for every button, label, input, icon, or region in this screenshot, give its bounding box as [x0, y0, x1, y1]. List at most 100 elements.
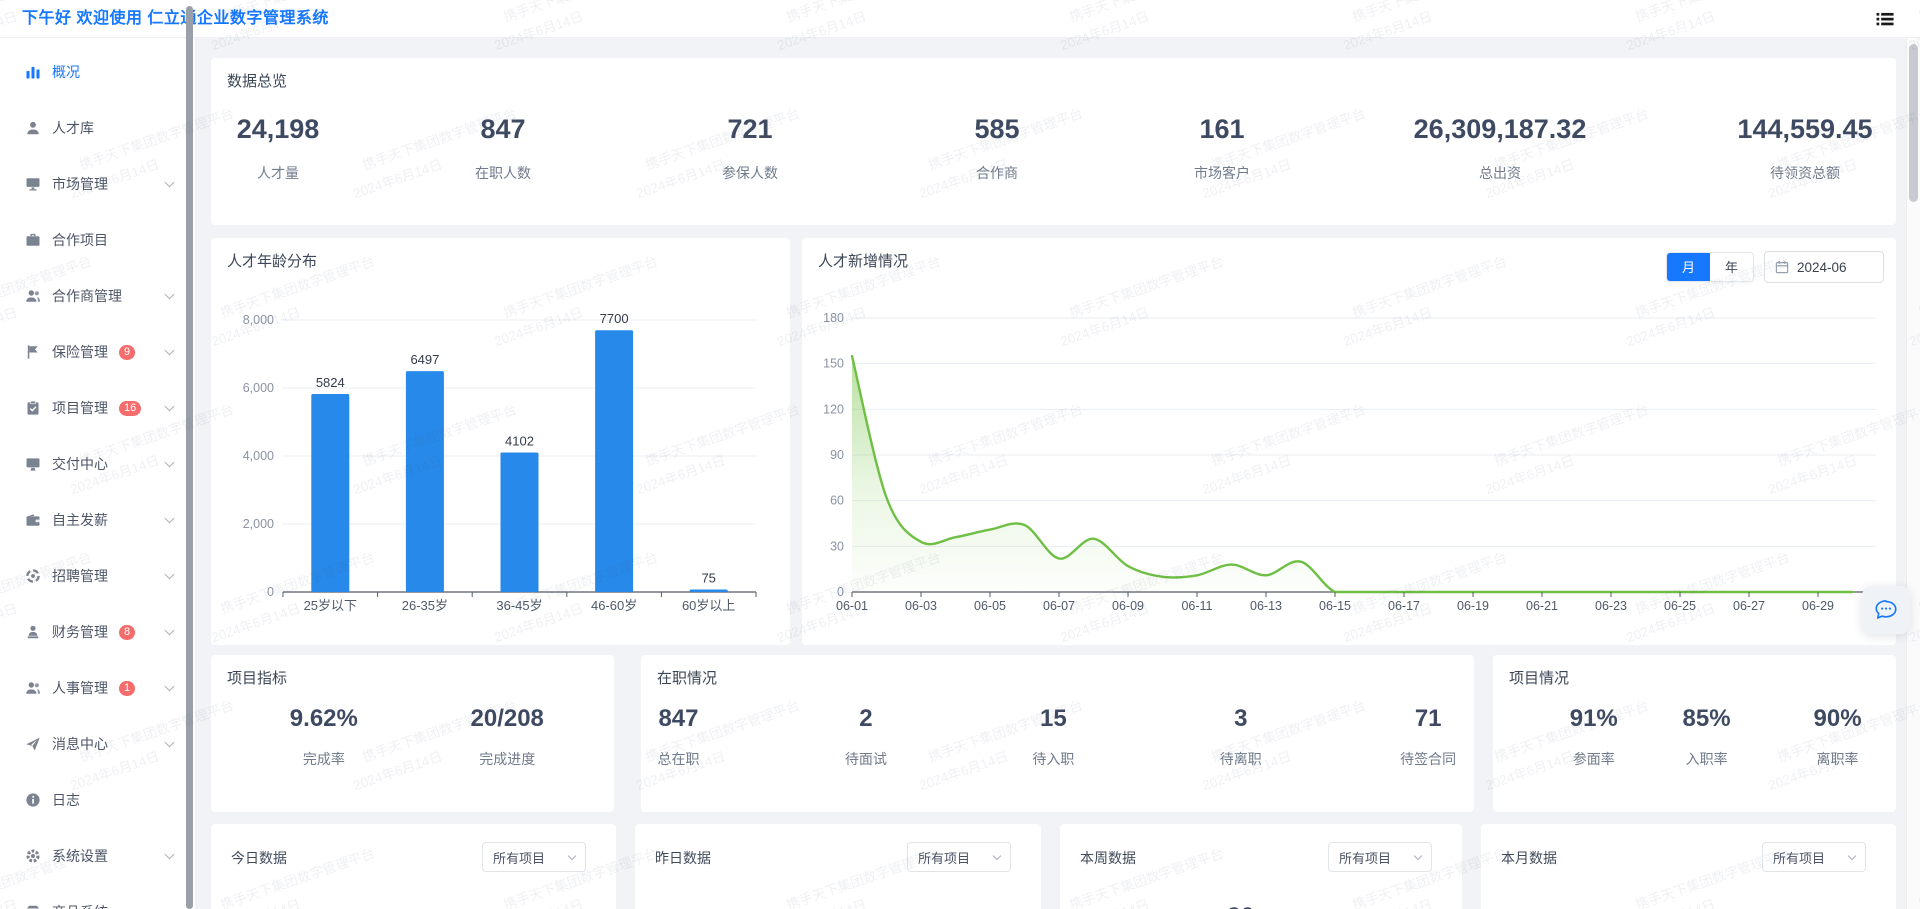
wallet-icon: [25, 512, 41, 528]
overview-stat: 161 市场客户: [1194, 114, 1250, 183]
sidebar-item-5[interactable]: 保险管理 9: [0, 324, 195, 380]
sidebar-item-2[interactable]: 市场管理: [0, 156, 195, 212]
info-icon: [25, 792, 41, 808]
stat-value: 91%: [1569, 705, 1618, 732]
chevron-down-icon: [164, 345, 175, 356]
project-filter-select[interactable]: 所有项目: [1328, 842, 1432, 872]
project-filter-select[interactable]: 所有项目: [482, 842, 586, 872]
chat-widget-button[interactable]: [1862, 586, 1910, 634]
overview-stat: 585 合作商: [974, 114, 1019, 183]
sidebar-item-13[interactable]: 日志: [0, 772, 195, 828]
svg-text:06-05: 06-05: [974, 599, 1006, 613]
sidebar-item-10[interactable]: 财务管理 8: [0, 604, 195, 660]
toggle-month-button[interactable]: 月: [1667, 253, 1710, 281]
chevron-down-icon: [164, 457, 175, 468]
send-icon: [25, 736, 41, 752]
notification-badge: 1: [119, 680, 136, 696]
date-picker[interactable]: 2024-06: [1764, 251, 1884, 283]
box-icon: [25, 904, 41, 909]
chevron-down-icon: [164, 849, 175, 860]
stat-value: 20/208: [470, 705, 544, 732]
info-stat: 847 总在职: [657, 705, 699, 769]
sidebar-item-6[interactable]: 项目管理 16: [0, 380, 195, 436]
info-stat: 20/208 完成进度: [471, 705, 544, 769]
sidebar-item-9[interactable]: 招聘管理: [0, 548, 195, 604]
mini-card-title: 昨日数据: [655, 850, 711, 866]
user-icon: [25, 120, 41, 136]
stat-label: 入职率: [1685, 751, 1728, 767]
svg-text:60岁以上: 60岁以上: [682, 598, 735, 613]
overview-stat: 144,559.45 待领资总额: [1737, 114, 1872, 183]
stat-label: 完成率: [302, 751, 345, 767]
overview-stat: 847 在职人数: [475, 114, 531, 183]
stat-value: 847: [658, 705, 699, 732]
greeting-title: 下午好 欢迎使用 仁立通企业数字管理系统: [22, 10, 329, 27]
sidebar-item-label: 消息中心: [52, 736, 108, 752]
info-stat: 90% 离职率: [1814, 705, 1862, 769]
sidebar-item-label: 招聘管理: [52, 568, 108, 584]
sidebar-scrollbar-thumb[interactable]: [186, 6, 193, 909]
page-scrollbar-thumb[interactable]: [1909, 44, 1918, 202]
svg-text:06-07: 06-07: [1043, 599, 1075, 613]
svg-text:180: 180: [823, 311, 844, 325]
chevron-down-icon: [164, 737, 175, 748]
list-menu-icon[interactable]: [1876, 10, 1894, 28]
sidebar-item-11[interactable]: 人事管理 1: [0, 660, 195, 716]
new-talent-card: 人才新增情况 月 年 2024-06 0 30 60 90 120 150 180 06-01…: [802, 238, 1896, 645]
sidebar-item-8[interactable]: 自主发薪: [0, 492, 195, 548]
stat-label: 市场客户: [1194, 165, 1250, 181]
age-distribution-card: 人才年龄分布 0 2,000 4,000 6,000 8,000 5824 25岁以下 649…: [211, 238, 790, 645]
sidebar-item-14[interactable]: 系统设置: [0, 828, 195, 884]
svg-text:06-29: 06-29: [1802, 599, 1834, 613]
stat-value: 26,309,187.32: [1413, 114, 1587, 144]
chart-bar-icon: [25, 64, 41, 80]
sidebar-item-7[interactable]: 交付中心: [0, 436, 195, 492]
project-filter-select[interactable]: 所有项目: [907, 842, 1011, 872]
stat-value: 9.62%: [289, 705, 358, 732]
sidebar-item-label: 人才库: [52, 120, 94, 136]
stat-label: 总出资: [1478, 165, 1521, 181]
chevron-down-icon: [164, 569, 175, 580]
sidebar-item-15[interactable]: 商品系统: [0, 884, 195, 909]
finance-icon: [25, 624, 41, 640]
sidebar-item-label: 保险管理: [52, 344, 108, 360]
sidebar-item-label: 系统设置: [52, 848, 108, 864]
chevron-down-icon: [164, 177, 175, 188]
stat-label: 总在职: [657, 751, 700, 767]
svg-text:06-25: 06-25: [1664, 599, 1696, 613]
project-filter-select[interactable]: 所有项目: [1762, 842, 1866, 872]
sidebar-item-0[interactable]: 概况: [0, 44, 195, 100]
team-icon: [25, 680, 41, 696]
stat-label: 合作商: [976, 165, 1018, 181]
chevron-down-icon: [164, 681, 175, 692]
sidebar-item-1[interactable]: 人才库: [0, 100, 195, 156]
svg-text:5824: 5824: [316, 375, 345, 390]
svg-text:06-21: 06-21: [1526, 599, 1558, 613]
today-data-card: 今日数据 所有项目: [211, 824, 616, 909]
stat-value: 161: [1199, 114, 1245, 144]
sidebar-item-4[interactable]: 合作商管理: [0, 268, 195, 324]
this-week-data-card: 本周数据 所有项目 90: [1060, 824, 1462, 909]
overview-stat: 24,198 人才量: [237, 114, 320, 183]
svg-text:26-35岁: 26-35岁: [402, 598, 448, 613]
stat-label: 离职率: [1816, 751, 1859, 767]
notification-badge: 16: [119, 400, 142, 416]
overview-title: 数据总览: [227, 73, 288, 90]
svg-text:0: 0: [267, 585, 274, 599]
stat-value: 90%: [1813, 705, 1862, 732]
sidebar-item-label: 项目管理: [52, 400, 108, 416]
age-distribution-chart: 0 2,000 4,000 6,000 8,000 5824 25岁以下 6497 26-35岁…: [243, 311, 757, 613]
display-icon: [25, 456, 41, 472]
toggle-year-button[interactable]: 年: [1724, 260, 1738, 275]
this-month-data-card: 本月数据 所有项目: [1481, 824, 1896, 909]
chevron-down-icon: [992, 851, 1002, 860]
svg-text:06-01: 06-01: [836, 599, 868, 613]
sidebar-item-3[interactable]: 合作项目: [0, 212, 195, 268]
stat-label: 完成进度: [479, 751, 536, 767]
stat-value: 721: [727, 114, 773, 144]
sidebar-item-12[interactable]: 消息中心: [0, 716, 195, 772]
stat-value: 3: [1234, 705, 1248, 732]
sidebar-item-label: 市场管理: [52, 176, 108, 192]
svg-text:06-03: 06-03: [905, 599, 937, 613]
